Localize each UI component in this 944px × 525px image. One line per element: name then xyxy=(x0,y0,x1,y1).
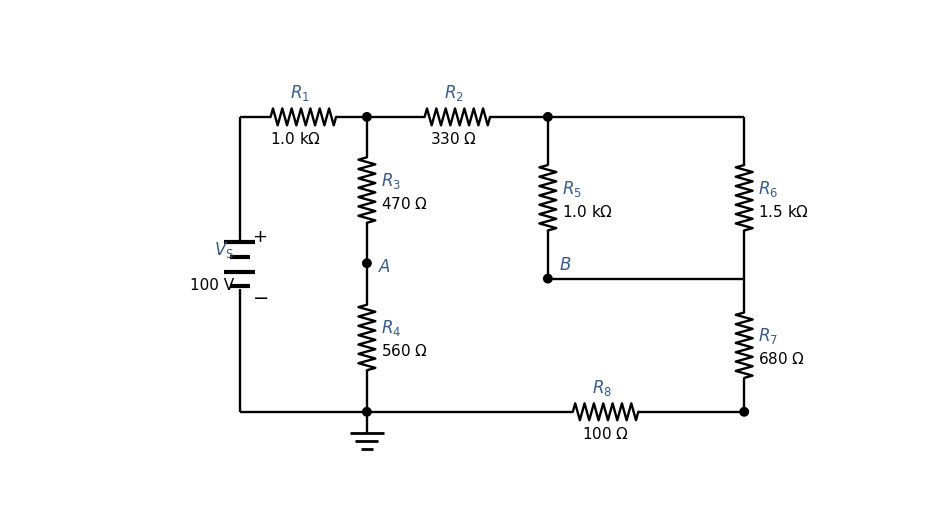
Text: $R_2$: $R_2$ xyxy=(443,83,463,103)
Text: 100 $\Omega$: 100 $\Omega$ xyxy=(582,426,629,442)
Text: $B$: $B$ xyxy=(558,256,570,274)
Circle shape xyxy=(362,113,371,121)
Text: 560 $\Omega$: 560 $\Omega$ xyxy=(380,343,428,360)
Circle shape xyxy=(739,407,748,416)
Text: $R_1$: $R_1$ xyxy=(289,83,309,103)
Text: $A$: $A$ xyxy=(378,258,391,276)
Text: 1.0 k$\Omega$: 1.0 k$\Omega$ xyxy=(561,204,612,219)
Text: 1.5 k$\Omega$: 1.5 k$\Omega$ xyxy=(757,204,808,219)
Text: $R_7$: $R_7$ xyxy=(757,326,777,346)
Circle shape xyxy=(543,275,551,283)
Circle shape xyxy=(362,407,371,416)
Text: $R_6$: $R_6$ xyxy=(757,178,778,198)
Circle shape xyxy=(543,113,551,121)
Text: $+$: $+$ xyxy=(252,228,267,246)
Circle shape xyxy=(362,259,371,267)
Text: 680 $\Omega$: 680 $\Omega$ xyxy=(757,351,804,367)
Text: 330 $\Omega$: 330 $\Omega$ xyxy=(430,131,477,147)
Text: $R_3$: $R_3$ xyxy=(380,171,400,191)
Text: $R_4$: $R_4$ xyxy=(380,318,400,338)
Text: 1.0 k$\Omega$: 1.0 k$\Omega$ xyxy=(270,131,321,147)
Text: 100 V: 100 V xyxy=(190,278,233,293)
Text: $V_{\mathsf{S}}$: $V_{\mathsf{S}}$ xyxy=(213,240,233,260)
Text: 470 $\Omega$: 470 $\Omega$ xyxy=(380,196,428,212)
Text: $R_8$: $R_8$ xyxy=(591,378,611,398)
Text: $R_5$: $R_5$ xyxy=(561,178,581,198)
Text: $-$: $-$ xyxy=(252,287,268,306)
